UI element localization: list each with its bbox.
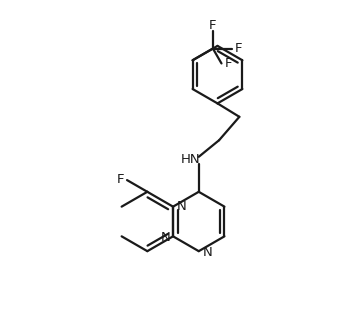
Text: N: N [177, 199, 187, 212]
Text: N: N [160, 231, 170, 244]
Text: F: F [235, 42, 242, 55]
Text: HN: HN [181, 154, 201, 166]
Text: N: N [203, 245, 212, 259]
Text: F: F [117, 173, 125, 186]
Text: F: F [225, 57, 232, 70]
Text: F: F [209, 19, 217, 32]
